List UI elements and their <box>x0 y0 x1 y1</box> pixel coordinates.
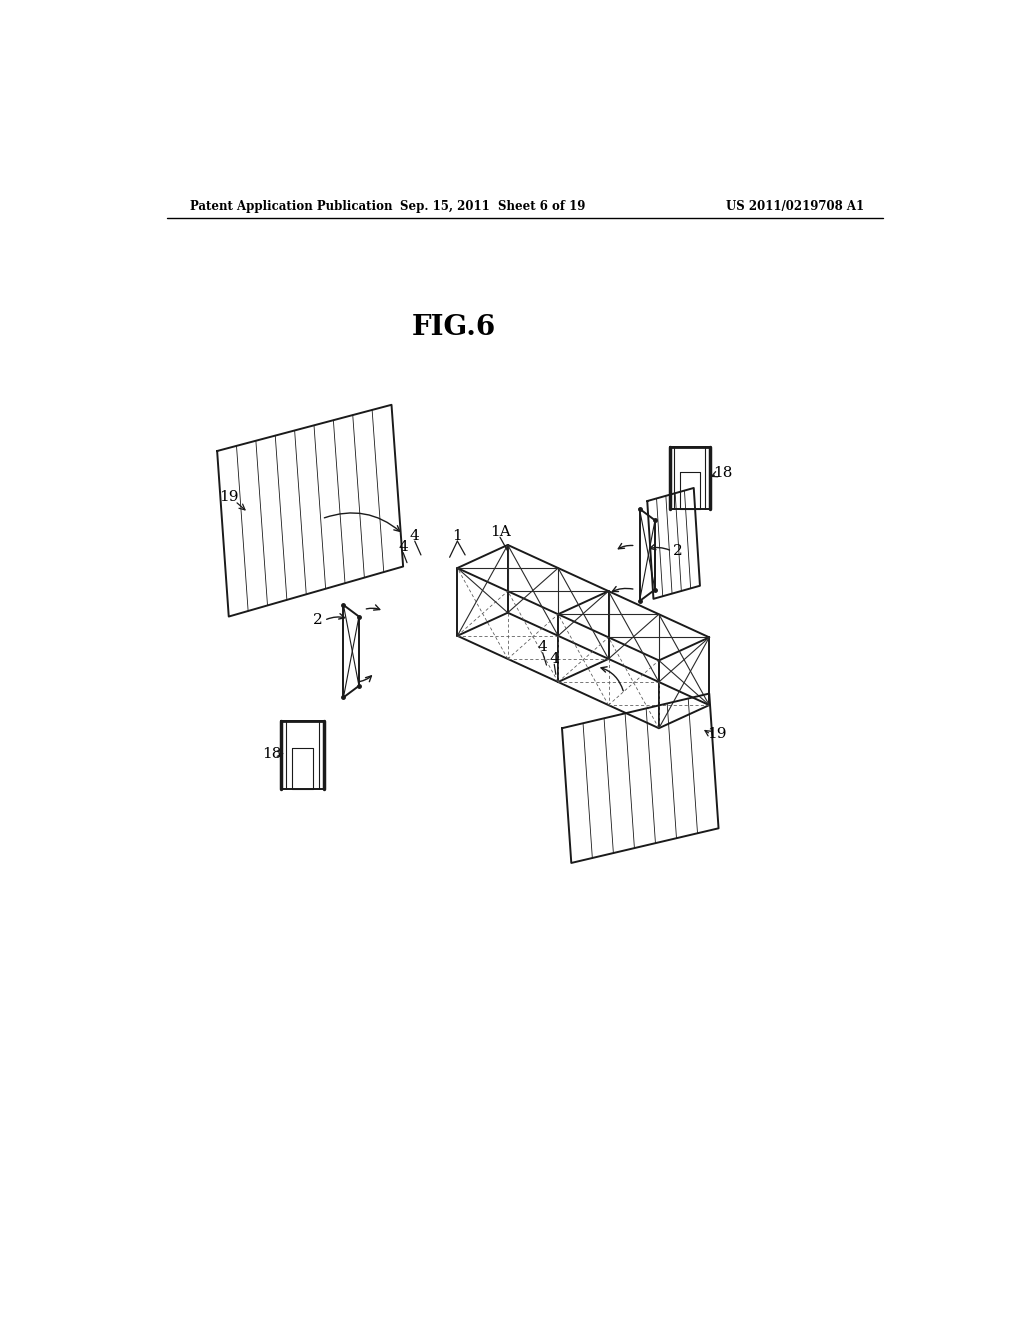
Text: 2: 2 <box>674 544 683 558</box>
Text: US 2011/0219708 A1: US 2011/0219708 A1 <box>726 199 864 213</box>
Text: 18: 18 <box>714 466 733 479</box>
Text: 1A: 1A <box>489 525 510 539</box>
Text: Patent Application Publication: Patent Application Publication <box>190 199 392 213</box>
Text: 4: 4 <box>410 529 420 543</box>
Text: 19: 19 <box>708 727 727 742</box>
Text: Sep. 15, 2011  Sheet 6 of 19: Sep. 15, 2011 Sheet 6 of 19 <box>399 199 585 213</box>
Text: 4: 4 <box>398 540 408 554</box>
Text: 2: 2 <box>313 614 323 627</box>
Text: 19: 19 <box>219 490 239 504</box>
Text: 4: 4 <box>549 652 559 665</box>
Text: 4: 4 <box>538 640 548 655</box>
Text: 18: 18 <box>262 747 281 760</box>
Text: 1: 1 <box>453 529 462 543</box>
Text: FIG.6: FIG.6 <box>412 314 496 342</box>
